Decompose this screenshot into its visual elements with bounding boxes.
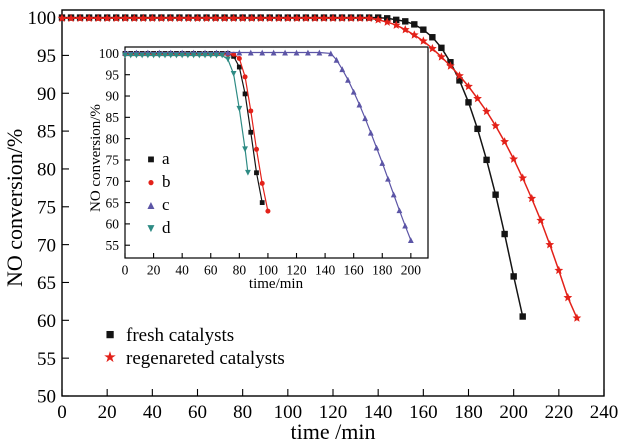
triangle-up-marker-icon: ▲ [145,197,157,212]
svg-text:90: 90 [37,84,56,105]
svg-text:160: 160 [344,263,365,278]
legend-item-fresh: ■ fresh catalysts [98,324,285,347]
svg-text:80: 80 [106,131,120,146]
svg-text:55: 55 [37,349,56,370]
square-marker-icon: ■ [147,151,155,166]
svg-text:60: 60 [106,217,120,232]
legend-label-c: c [162,194,170,214]
circle-marker-icon: ● [147,174,155,189]
svg-text:180: 180 [454,402,483,423]
star-marker-icon: ★ [103,350,117,366]
legend-label-d: d [162,217,171,237]
svg-text:220: 220 [545,402,574,423]
svg-text:70: 70 [106,174,120,189]
main-legend: ■ fresh catalysts ★ regenareted catalyst… [98,324,285,370]
svg-text:20: 20 [98,402,117,423]
legend-label-regenerated: regenareted catalysts [126,347,285,369]
svg-text:40: 40 [143,402,162,423]
svg-text:0: 0 [57,402,67,423]
inset-y-axis-label: NO conversion/% [88,104,104,212]
svg-text:160: 160 [409,402,438,423]
svg-text:95: 95 [106,67,120,82]
svg-text:100: 100 [258,263,279,278]
svg-text:60: 60 [188,402,207,423]
svg-text:120: 120 [286,263,307,278]
legend-item-c: ▲ c [142,193,171,216]
svg-text:100: 100 [99,46,120,61]
svg-text:85: 85 [37,122,56,143]
svg-text:180: 180 [372,263,393,278]
svg-text:100: 100 [28,8,57,29]
legend-label-fresh: fresh catalysts [126,324,235,346]
legend-item-d: ▼ d [142,216,171,239]
legend-item-regenerated: ★ regenareted catalysts [98,347,285,370]
svg-text:140: 140 [364,402,393,423]
inset-legend: ■ a ● b ▲ c ▼ d [142,147,171,239]
svg-text:55: 55 [106,238,120,253]
legend-item-a: ■ a [142,147,171,170]
svg-text:70: 70 [37,235,56,256]
svg-text:140: 140 [315,263,336,278]
svg-text:60: 60 [204,263,218,278]
svg-text:90: 90 [106,89,120,104]
main-y-axis-label: NO conversion/% [2,128,27,287]
legend-item-b: ● b [142,170,171,193]
svg-text:80: 80 [233,263,247,278]
svg-text:0: 0 [122,263,129,278]
svg-text:65: 65 [37,273,56,294]
svg-text:65: 65 [106,195,120,210]
svg-text:95: 95 [37,46,56,67]
svg-text:60: 60 [37,311,56,332]
svg-text:40: 40 [175,263,189,278]
main-x-axis-label: time /min [290,419,376,444]
svg-text:50: 50 [37,387,56,408]
triangle-down-marker-icon: ▼ [145,220,157,235]
svg-text:100: 100 [274,402,303,423]
svg-text:80: 80 [37,160,56,181]
square-marker-icon: ■ [105,327,115,343]
svg-text:75: 75 [106,153,120,168]
svg-text:120: 120 [319,402,348,423]
svg-text:85: 85 [106,110,120,125]
svg-text:20: 20 [147,263,161,278]
svg-text:75: 75 [37,197,56,218]
svg-text:80: 80 [233,402,252,423]
legend-label-b: b [162,171,171,191]
svg-text:240: 240 [590,402,619,423]
legend-label-a: a [162,148,170,168]
inset-x-axis-label: time/min [248,276,304,292]
svg-text:200: 200 [401,263,422,278]
svg-text:200: 200 [499,402,528,423]
